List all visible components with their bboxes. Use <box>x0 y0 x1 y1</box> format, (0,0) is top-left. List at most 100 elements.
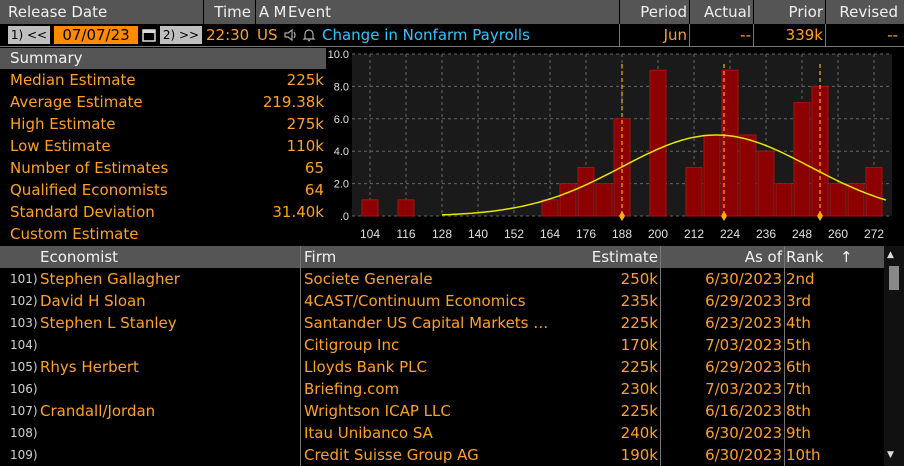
release-date-field[interactable]: 07/07/23 <box>54 26 138 44</box>
marker-diamond <box>817 211 823 221</box>
summary-label: Low Estimate <box>10 137 111 155</box>
firm-name[interactable]: Briefing.com <box>304 380 400 398</box>
rank-value: 7th <box>786 380 811 398</box>
column-divider <box>619 24 620 46</box>
speaker-icon[interactable] <box>284 28 298 42</box>
histogram-bar <box>757 150 775 217</box>
histogram-bar <box>685 166 703 217</box>
estimate-value: 225k <box>620 358 658 376</box>
as-of-date: 6/23/2023 <box>705 314 782 332</box>
x-tick-label: 164 <box>540 227 560 241</box>
column-divider <box>825 24 826 46</box>
column-divider <box>660 246 661 466</box>
summary-row: Average Estimate 219.38k <box>0 91 326 113</box>
summary-row: High Estimate 275k <box>0 113 326 135</box>
histogram-bar <box>721 69 739 217</box>
x-tick-label: 224 <box>720 227 740 241</box>
histogram-bar <box>559 183 577 217</box>
table-row[interactable]: 104) Citigroup Inc 170k 7/03/2023 5th <box>0 334 884 356</box>
histogram-bar <box>865 166 883 217</box>
y-tick-label: 10.0 <box>328 49 349 61</box>
economist-name[interactable]: Stephen L Stanley <box>40 314 177 332</box>
x-tick-label: 188 <box>612 227 632 241</box>
sort-arrow-icon[interactable]: ↑ <box>840 248 853 266</box>
histogram-bar <box>577 166 595 217</box>
firm-name[interactable]: Itau Unibanco SA <box>304 424 433 442</box>
economist-name[interactable]: Stephen Gallagher <box>40 270 180 288</box>
revised-header: Revised <box>826 0 904 24</box>
economist-column-header[interactable]: Economist <box>40 248 119 266</box>
bell-icon[interactable] <box>302 28 316 42</box>
event-header: Event <box>288 0 619 24</box>
row-number: 101) <box>10 272 38 286</box>
x-tick-label: 260 <box>828 227 848 241</box>
histogram-bar <box>793 102 811 217</box>
estimates-histogram: .0 2.0 4.0 6.0 8.0 10.0 104 116 128 140 152 164 176 1… <box>328 49 892 241</box>
scroll-down-icon[interactable]: ▼ <box>887 450 894 460</box>
histogram-bar <box>703 134 721 217</box>
previous-date-button[interactable]: 1) << <box>8 26 50 44</box>
summary-row: Median Estimate 225k <box>0 69 326 91</box>
estimate-value: 190k <box>620 446 658 464</box>
row-number: 107) <box>10 404 38 418</box>
marker-diamond <box>619 211 625 221</box>
as-of-date: 6/30/2023 <box>705 270 782 288</box>
column-divider <box>753 24 754 46</box>
table-row[interactable]: 101) Stephen Gallagher Societe Generale 250… <box>0 268 884 290</box>
firm-name[interactable]: 4CAST/Continuum Economics <box>304 292 526 310</box>
rank-value: 5th <box>786 336 811 354</box>
row-number: 103) <box>10 316 38 330</box>
table-row[interactable]: 107) Crandall/Jordan Wrightson ICAP LLC 225… <box>0 400 884 422</box>
table-row[interactable]: 102) David H Sloan 4CAST/Continuum Economi… <box>0 290 884 312</box>
firm-name[interactable]: Societe Generale <box>304 270 433 288</box>
next-date-button[interactable]: 2) >> <box>160 26 202 44</box>
as-of-column-header[interactable]: As of <box>744 248 782 266</box>
firm-column-header[interactable]: Firm <box>304 248 337 266</box>
x-tick-label: 200 <box>648 227 668 241</box>
firm-name[interactable]: Citigroup Inc <box>304 336 400 354</box>
event-row: 1) << 07/07/23 2) >> 22:30 US Change in … <box>0 24 904 46</box>
firm-name[interactable]: Credit Suisse Group AG <box>304 446 479 464</box>
firm-name[interactable]: Lloyds Bank PLC <box>304 358 428 376</box>
row-number: 104) <box>10 338 38 352</box>
economist-name[interactable]: Rhys Herbert <box>40 358 139 376</box>
m-header: M <box>272 0 288 24</box>
estimate-value: 250k <box>620 270 658 288</box>
economist-name[interactable]: David H Sloan <box>40 292 146 310</box>
table-row[interactable]: 106) Briefing.com 230k 7/03/2023 7th <box>0 378 884 400</box>
scrollbar-thumb[interactable] <box>889 266 899 290</box>
calendar-icon[interactable] <box>142 27 156 43</box>
estimate-column-header[interactable]: Estimate <box>591 248 658 266</box>
scroll-up-icon[interactable]: ▲ <box>887 250 894 260</box>
rank-column-header[interactable]: Rank <box>786 248 824 266</box>
x-tick-label: 176 <box>576 227 596 241</box>
x-tick-label: 212 <box>684 227 704 241</box>
estimate-value: 225k <box>620 314 658 332</box>
time-header: Time <box>204 0 255 24</box>
row-number: 105) <box>10 360 38 374</box>
y-tick-label: 6.0 <box>334 114 349 126</box>
table-row[interactable]: 103) Stephen L Stanley Santander US Capita… <box>0 312 884 334</box>
x-tick-label: 272 <box>864 227 884 241</box>
x-tick-label: 152 <box>504 227 524 241</box>
firm-name[interactable]: Santander US Capital Markets … <box>304 314 549 332</box>
x-tick-label: 128 <box>432 227 452 241</box>
summary-label: Custom Estimate <box>10 225 139 243</box>
summary-row: Qualified Economists 64 <box>0 179 326 201</box>
table-row[interactable]: 109) Credit Suisse Group AG 190k 6/30/2023 1… <box>0 444 884 466</box>
table-row[interactable]: 105) Rhys Herbert Lloyds Bank PLC 225k 6/29/… <box>0 356 884 378</box>
a-header: A <box>256 0 272 24</box>
economist-name[interactable]: Crandall/Jordan <box>40 402 156 420</box>
table-scrollbar[interactable]: ▲ ▼ <box>884 246 904 466</box>
column-divider <box>300 246 301 466</box>
firm-name[interactable]: Wrightson ICAP LLC <box>304 402 451 420</box>
summary-value: 31.40k <box>272 203 324 221</box>
histogram-bar <box>361 199 379 217</box>
rank-value: 10th <box>786 446 821 464</box>
event-name-link[interactable]: Change in Nonfarm Payrolls <box>322 26 530 44</box>
country-code: US <box>257 26 278 44</box>
table-row[interactable]: 108) Itau Unibanco SA 240k 6/30/2023 9th <box>0 422 884 444</box>
rank-value: 2nd <box>786 270 815 288</box>
y-tick-label: 4.0 <box>334 146 349 158</box>
x-tick-label: 116 <box>396 227 415 241</box>
